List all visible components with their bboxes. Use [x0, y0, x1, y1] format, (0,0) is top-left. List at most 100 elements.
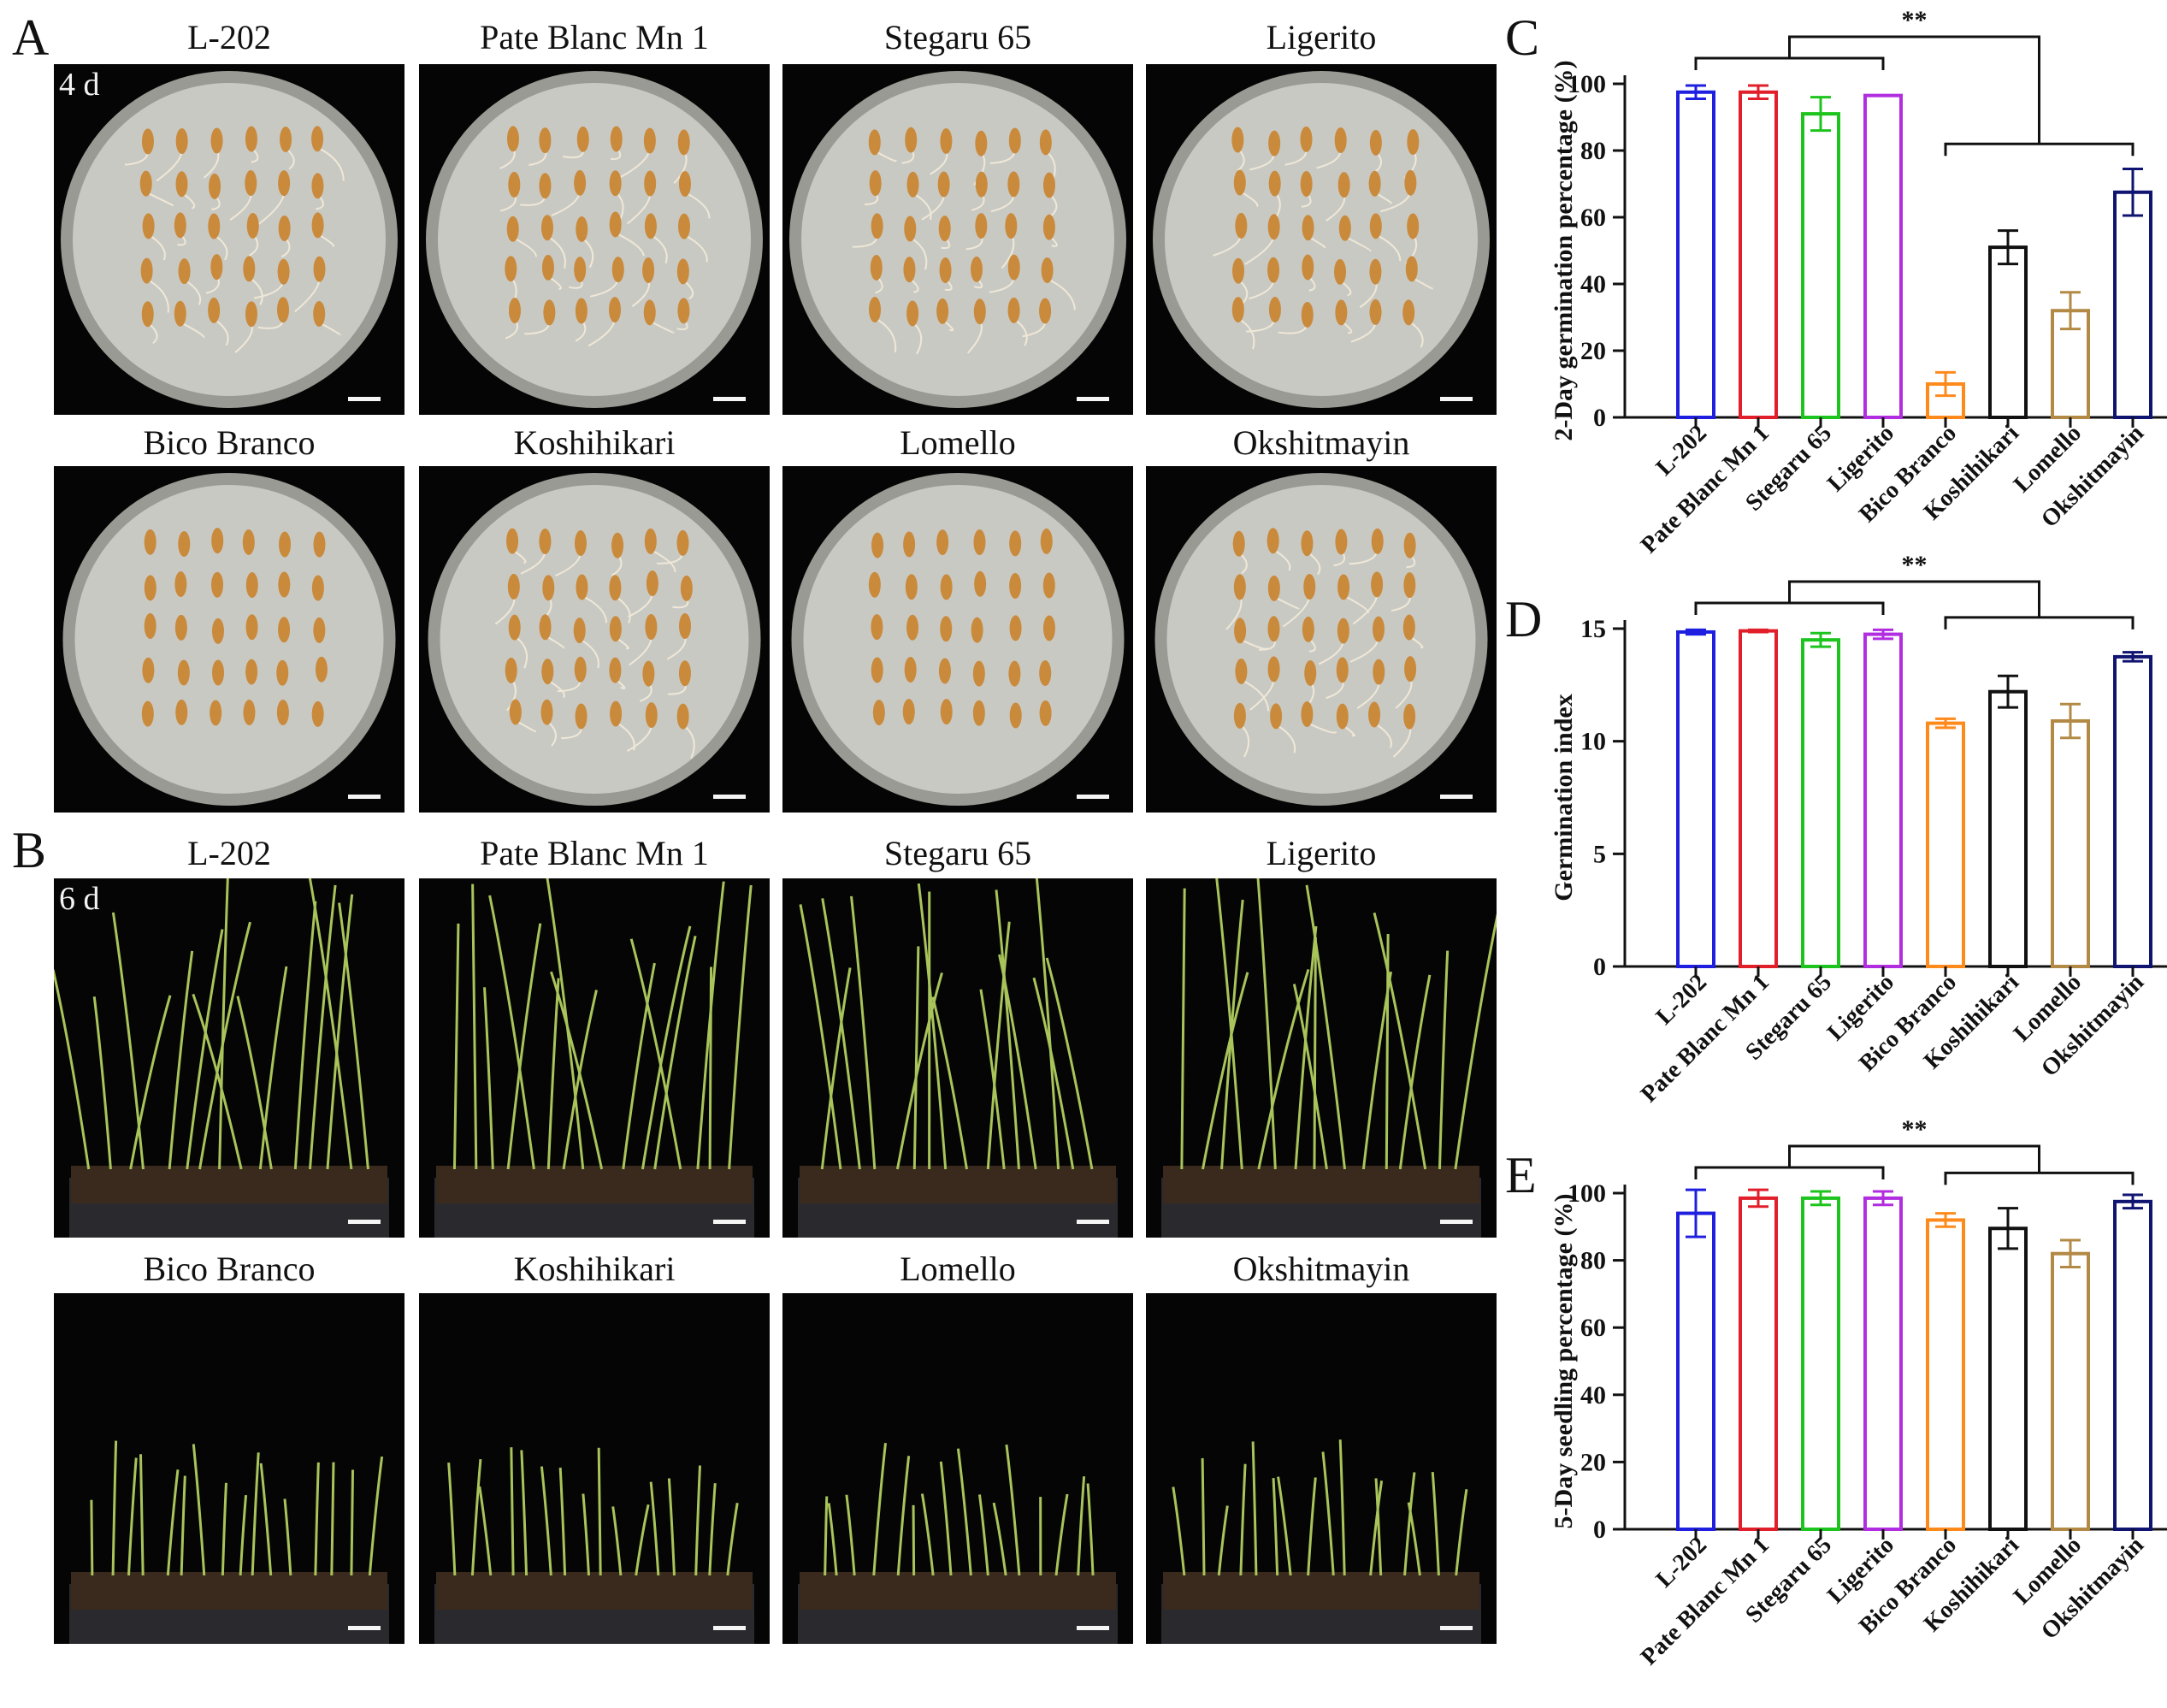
scale-bar [713, 397, 746, 401]
rice-seed [539, 528, 552, 554]
root-sprout [874, 150, 897, 163]
petri-dish-illustration [791, 473, 1125, 806]
seedling-leaf [186, 929, 224, 1170]
rice-seed [1042, 572, 1055, 599]
rice-seed [610, 700, 623, 727]
rice-seed [1369, 213, 1382, 239]
seedling-leaf [827, 1503, 838, 1576]
rice-seed [574, 169, 587, 196]
rice-seed [1301, 701, 1314, 728]
rice-seed [508, 298, 521, 324]
rice-seed [276, 659, 289, 686]
seedling-illustration [798, 1442, 1118, 1644]
seedling-leaf [850, 895, 877, 1170]
rice-seed [1231, 297, 1244, 323]
rice-seed [245, 301, 257, 328]
rice-seed [1234, 618, 1247, 644]
rice-seed [677, 298, 690, 324]
seedling-leaf [314, 1462, 320, 1576]
rice-seed [541, 659, 554, 685]
photo-caption: L-202 [187, 834, 271, 872]
bar-pate-blanc-mn-1 [1739, 629, 1778, 969]
rice-seed [1337, 574, 1350, 600]
rice-seed [543, 299, 556, 326]
seedling-leaf [979, 989, 1006, 1170]
rice-seed [1039, 129, 1052, 156]
y-tick-label: 20 [1580, 337, 1606, 365]
rice-seed [870, 254, 883, 281]
rice-seed [1337, 172, 1350, 198]
seedling-leaf [821, 898, 861, 1170]
rice-seed [1233, 169, 1246, 196]
y-axis-label: 2-Day germination percentage (%) [1550, 60, 1578, 440]
seedling-leaf [1172, 1486, 1186, 1576]
rice-seed [1368, 170, 1381, 197]
germination-plate-photo [419, 466, 770, 813]
rice-seed [508, 171, 521, 198]
seedling-leaf [1398, 974, 1432, 1170]
rice-seed [243, 699, 256, 725]
rice-seed [1304, 659, 1317, 686]
y-tick-label: 0 [1593, 1516, 1606, 1544]
rice-seed [905, 127, 918, 153]
rice-seed [211, 528, 224, 554]
petri-dish-illustration [62, 473, 396, 806]
rice-seed [972, 700, 985, 726]
y-tick-label: 10 [1580, 728, 1606, 756]
seedling-leaf [1313, 937, 1317, 1170]
rice-seed [311, 173, 324, 199]
seedling-leaf [939, 1461, 953, 1576]
petri-dish-illustration [428, 473, 761, 806]
y-tick-label: 80 [1580, 1247, 1606, 1275]
bar-koshihikari [1988, 689, 2028, 968]
rice-seed [940, 574, 953, 600]
rice-seed [1302, 215, 1314, 241]
seedling-leaf [330, 1462, 335, 1576]
seedling-leaf [546, 978, 560, 1170]
scale-bar [713, 1220, 746, 1224]
rice-seed [679, 613, 692, 640]
rice-seed [576, 216, 588, 242]
rice-seed [972, 660, 985, 687]
rice-seed [141, 700, 154, 727]
photo-caption: Bico Branco [143, 1250, 316, 1288]
rice-seed [973, 529, 986, 556]
rice-seed [573, 618, 586, 644]
group-bracket [1944, 1171, 2135, 1185]
root-sprout [512, 236, 537, 257]
seedling-leaf [540, 1466, 552, 1576]
rice-seed [1402, 614, 1415, 641]
panel-label-d: D [1505, 591, 1543, 647]
seedling-illustration [434, 1447, 754, 1644]
bar-l-202 [1676, 629, 1715, 968]
rice-seed [210, 127, 223, 154]
rice-seed [1334, 127, 1347, 153]
rice-seed [1369, 258, 1382, 285]
photo-caption: Okshitmayin [1232, 423, 1410, 462]
bar-ligerito [1863, 632, 1903, 968]
day-label: 4 d [59, 67, 100, 103]
rice-seed [542, 575, 555, 601]
rice-seed [141, 128, 154, 155]
photo-caption: Ligerito [1266, 834, 1377, 872]
root-sprout [1240, 679, 1270, 712]
rice-seed [313, 617, 326, 643]
scale-bar [348, 795, 381, 799]
root-sprout [615, 721, 635, 751]
rice-seed [1009, 702, 1022, 729]
seedling-leaf [1307, 1477, 1317, 1576]
rice-seed [643, 127, 656, 154]
rice-seed [1337, 618, 1349, 644]
rice-seed [1235, 212, 1248, 239]
rice-seed [975, 171, 988, 198]
y-tick-label: 100 [1568, 1179, 1606, 1208]
bar-stegaru-65 [1801, 112, 1840, 419]
photo-caption: Lomello [900, 423, 1016, 462]
root-sprout [1275, 724, 1296, 754]
y-tick-label: 80 [1580, 137, 1606, 165]
rice-seed [277, 297, 290, 323]
panel-label-c: C [1505, 9, 1540, 66]
seedling-leaf [283, 1498, 292, 1576]
